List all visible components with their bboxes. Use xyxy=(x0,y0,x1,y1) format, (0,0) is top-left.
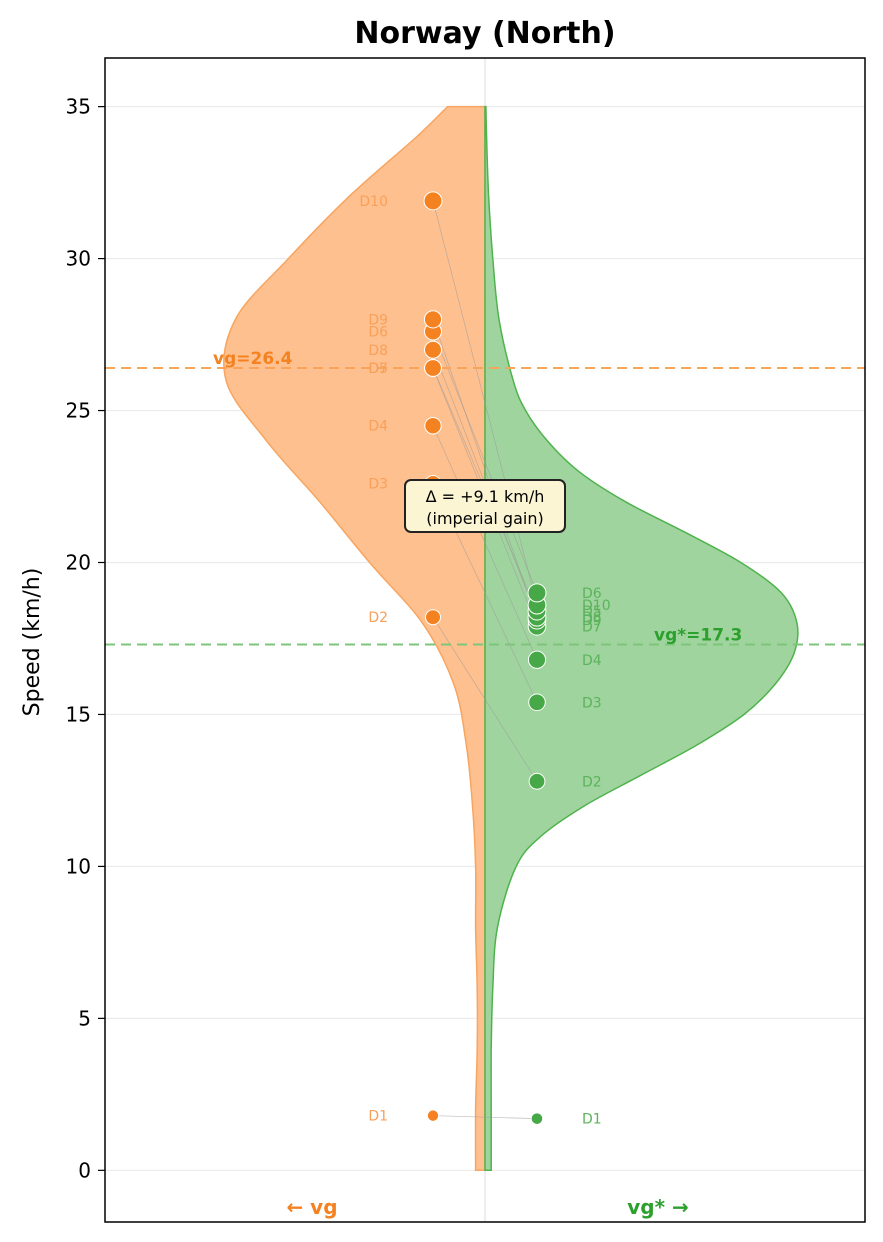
vgstar-point-label: D1 xyxy=(582,1112,602,1128)
vg-point-label: D9 xyxy=(368,312,388,328)
vg-mean-label: vg=26.4 xyxy=(213,349,293,369)
vgstar-violin xyxy=(484,105,799,1172)
y-tick-label: 20 xyxy=(66,551,91,575)
connector-D6 xyxy=(432,331,538,594)
vgstar-point-D1 xyxy=(530,1112,544,1125)
vgstar-point-D2 xyxy=(528,772,546,790)
connector-D1 xyxy=(432,1115,538,1120)
vgstar-point-label: D3 xyxy=(582,695,602,711)
vg-point-label: D3 xyxy=(368,476,388,492)
vg-point-label: D2 xyxy=(368,610,388,626)
vg-violin xyxy=(223,105,486,1172)
vg-point-label: D4 xyxy=(368,419,388,435)
vg-point-label: D7 xyxy=(368,361,388,377)
vgstar-point-label: D10 xyxy=(582,598,611,614)
y-axis-label: Speed (km/h) xyxy=(20,568,45,717)
vgstar-point-label: D2 xyxy=(582,774,602,790)
y-axis: 0 5 10 15 20 25 30 35 xyxy=(66,95,105,1182)
data-points: D1D2D3D4D5D7D8D6D9D10D1D2D3D4D7D9D8D5D10… xyxy=(359,191,611,1128)
y-tick-label: 0 xyxy=(78,1158,91,1182)
vg-point-label: D8 xyxy=(368,343,388,359)
vg-point-D10 xyxy=(423,191,443,211)
y-tick-label: 10 xyxy=(66,854,91,878)
vgstar-point-label: D8 xyxy=(582,610,602,626)
plot-frame xyxy=(104,57,866,1223)
vg-point-label: D10 xyxy=(359,194,388,210)
vg-point-D4 xyxy=(424,417,442,435)
vg-point-D9 xyxy=(423,310,443,329)
connector-D4 xyxy=(432,425,538,660)
vg-point-D1 xyxy=(426,1109,440,1122)
connector-D9 xyxy=(432,319,538,621)
vg-point-D8 xyxy=(424,340,442,359)
vgstar-point-label: D9 xyxy=(582,613,602,629)
vg-point-label: D6 xyxy=(368,325,388,341)
vgstar-point-D3 xyxy=(528,693,546,712)
annotation-box xyxy=(404,479,566,533)
annotation-line1: Δ = +9.1 km/h xyxy=(426,487,545,506)
vg-point-label: D1 xyxy=(368,1109,388,1125)
y-tick-label: 25 xyxy=(66,399,91,423)
vgstar-point-label: D6 xyxy=(582,586,602,602)
vg-point-D2 xyxy=(425,609,441,626)
vg-point-D7 xyxy=(424,359,442,377)
vg-side-label: ← vg xyxy=(286,1195,337,1219)
chart-title: Norway (North) xyxy=(354,16,615,51)
vgstar-mean-label: vg*=17.3 xyxy=(654,626,742,646)
delta-annotation: Δ = +9.1 km/h (imperial gain) xyxy=(404,479,566,533)
vgstar-point-label: D4 xyxy=(582,653,602,669)
vg-point-label: D5 xyxy=(368,361,388,377)
y-tick-label: 15 xyxy=(66,702,91,726)
connector-D10 xyxy=(432,200,538,606)
vgstar-point-D6 xyxy=(527,583,547,603)
y-tick-label: 35 xyxy=(66,95,91,119)
y-tick-label: 5 xyxy=(78,1006,91,1030)
vgstar-point-label: D7 xyxy=(582,619,602,635)
vgstar-point-label: D5 xyxy=(582,604,602,620)
y-tick-label: 30 xyxy=(66,247,91,271)
vgstar-side-label: vg* → xyxy=(627,1195,689,1219)
vgstar-point-D4 xyxy=(527,650,547,669)
annotation-line2: (imperial gain) xyxy=(426,509,543,528)
